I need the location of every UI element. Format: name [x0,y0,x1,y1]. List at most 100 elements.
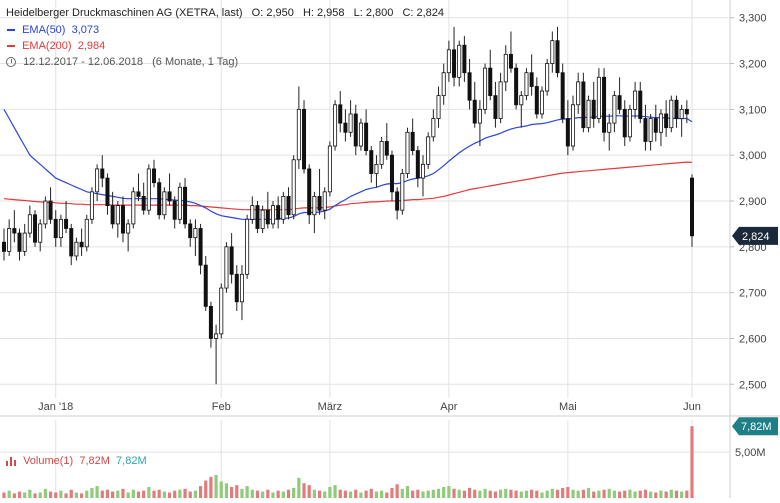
candle-body [472,99,477,124]
candle-body [426,136,431,165]
volume-bar [7,490,11,498]
volume-bar [431,489,435,498]
volume-bar [126,492,130,498]
volume-bar [64,493,68,498]
candle-body [250,205,255,220]
volume-bar [338,489,342,498]
volume-bar [48,491,53,498]
candle-body [17,232,22,252]
volume-bar [173,490,177,498]
candle-body [431,118,436,138]
volume-bar [54,492,58,498]
candle-body [400,173,405,211]
volume-bar [2,492,6,498]
candle-body [674,99,679,119]
volume-bar [69,489,73,498]
x-tick-label: Mai [559,401,577,413]
candle-body [679,108,684,119]
volume-bar [674,490,679,498]
volume-bar [380,490,384,498]
candle-body [100,168,105,179]
candle-body [327,145,332,193]
volume-bar [209,476,213,498]
volume-bar [162,491,166,498]
volume-bar [623,490,627,498]
candle-body [550,40,555,64]
candle-body [281,196,286,220]
volume-bar [240,488,244,498]
volume-bar [447,486,451,498]
volume-bar [385,492,389,498]
volume-badge [732,417,778,436]
candle-body [607,122,612,133]
candle-body [389,154,394,193]
volume-bar [659,490,663,498]
volume-bar [317,490,322,498]
volume-bar [457,489,461,498]
candle-body [110,205,115,225]
volume-bar [219,481,223,498]
candle-body [565,118,570,147]
candle-body [229,246,234,275]
volume-bar [297,477,301,498]
candle-body [669,99,674,129]
candle-body [234,273,239,303]
candle-body [286,196,291,216]
legend-ema50[interactable]: EMA(50) 3,073 [6,24,99,36]
legend-date-range[interactable]: 12.12.2017 - 12.06.2018 (6 Monate, 1 Tag… [6,56,238,68]
volume-value-red: 7,82M [79,455,110,467]
clock-icon [6,57,16,68]
volume-tick-label: 5,00M [735,447,766,459]
candle-body [374,163,379,174]
candle-body [690,177,695,237]
candle-body [446,49,451,74]
candle-body [384,141,389,156]
open-value: 2,950 [266,7,294,19]
legend-volume[interactable]: Volume(1) 7,82M 7,82M [6,455,147,467]
volume-bar [198,486,203,498]
candle-body [2,241,7,252]
ema200-label: EMA(200) [22,40,72,52]
volume-bar [395,484,399,498]
ema200-line [3,161,693,211]
volume-bar [193,490,197,498]
volume-bar [136,491,141,498]
volume-bar [581,489,585,498]
candle-body [638,90,643,119]
candle-body [586,99,591,129]
candle-body [146,168,151,211]
candle-body [172,200,177,220]
close-value: 2,824 [416,7,445,19]
legend-ema200[interactable]: EMA(200) 2,984 [6,40,105,52]
candle-body [545,63,550,92]
volume-bar [369,488,373,498]
volume-bar [555,489,560,498]
candle-body [664,113,669,129]
candle-body [436,95,441,119]
candle-body [214,333,219,339]
candle-body [519,95,524,106]
candle-body [141,196,146,211]
volume-bar [167,492,172,498]
candle-body [239,273,244,303]
candle-body [524,72,529,97]
volume-bar [235,485,239,498]
y-tick-label: 2,900 [739,196,767,208]
candle-body [307,168,312,216]
candle-body [369,150,374,174]
candle-body [539,90,544,115]
candle-body [291,159,296,216]
candle-body [120,205,125,234]
candle-body [602,76,607,133]
volume-bar [467,487,472,498]
volume-bar [524,490,529,498]
volume-bar [592,491,596,498]
volume-bar [276,490,280,498]
volume-bar [436,488,441,498]
volume-bar [328,486,332,498]
open-label: O: [251,7,264,19]
candle-body [58,218,63,239]
ema200-swatch [7,45,15,48]
volume-bar [90,487,94,498]
